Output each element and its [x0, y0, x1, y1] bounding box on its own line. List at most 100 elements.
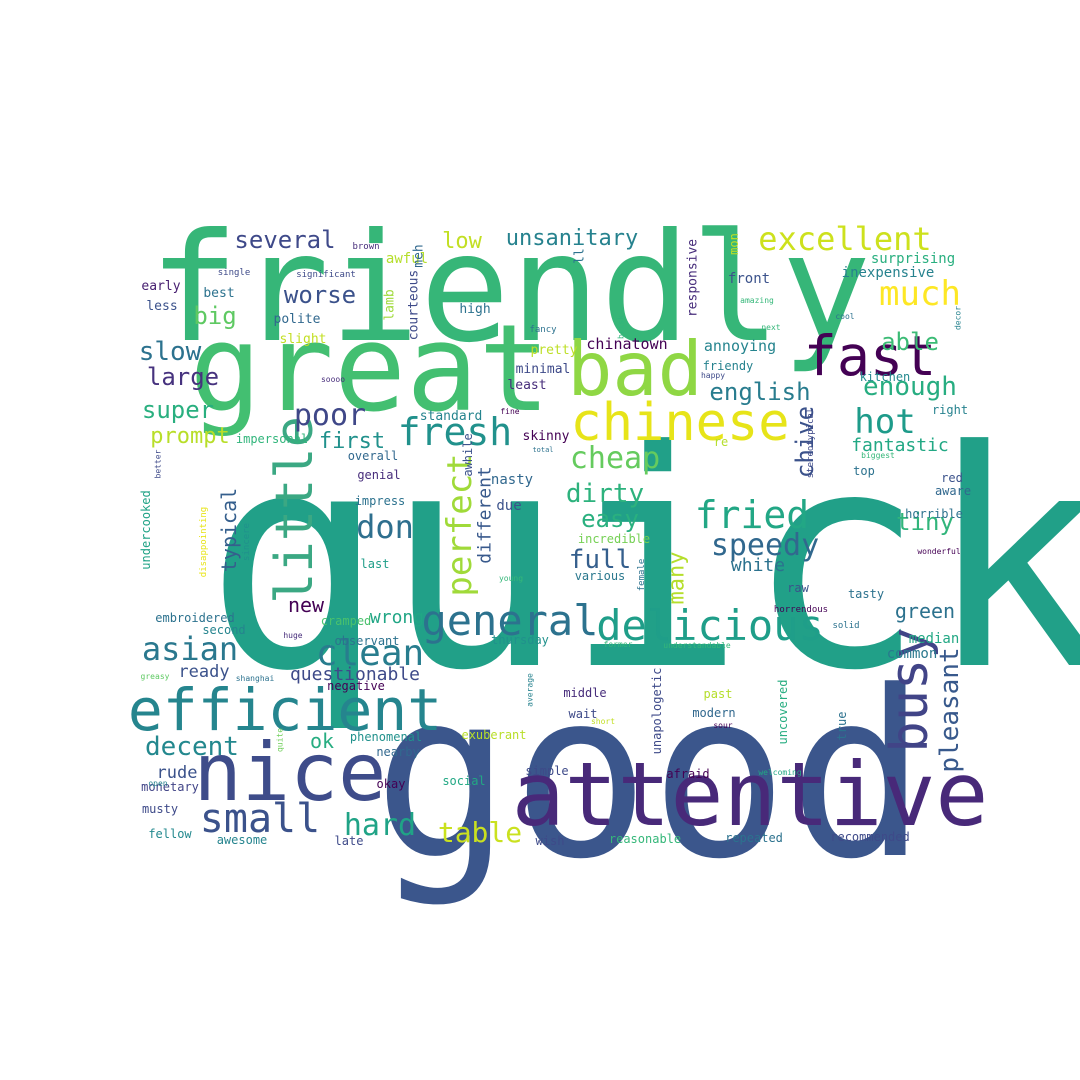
cloud-word-several: several — [234, 226, 335, 254]
cloud-word-cheap: cheap — [570, 441, 660, 476]
cloud-word-afraid: afraid — [666, 767, 709, 781]
cloud-word-uncovered: uncovered — [776, 679, 790, 744]
cloud-word-thursday: thursday — [491, 633, 549, 647]
cloud-word-negative: negative — [327, 679, 385, 693]
cloud-word-happy: happy — [701, 371, 725, 380]
cloud-word-decor: decor — [954, 306, 963, 330]
cloud-word-observant: observant — [334, 634, 399, 648]
cloud-word-brisk: brisk — [617, 315, 626, 339]
cloud-word-don: don — [356, 508, 414, 546]
cloud-word-efficient: efficient — [128, 676, 442, 744]
cloud-word-simple: simple — [525, 764, 568, 778]
cloud-word-responsive: responsive — [686, 239, 701, 317]
cloud-word-impersonal: impersonal — [236, 432, 308, 446]
cloud-word-skinny: skinny — [523, 429, 570, 444]
cloud-word-rude: rude — [157, 763, 198, 783]
cloud-word-ready: ready — [178, 662, 229, 682]
cloud-word-minimal: minimal — [516, 362, 571, 377]
cloud-word-overall: overall — [348, 449, 399, 463]
cloud-word-poor: poor — [294, 398, 366, 433]
cloud-word-awhile: awhile — [461, 433, 475, 476]
cloud-word-friendy: friendy — [703, 359, 754, 373]
cloud-word-last: last — [361, 557, 390, 571]
cloud-word-biggest: biggest — [861, 451, 895, 460]
cloud-word-significant: significant — [296, 270, 356, 280]
cloud-word-nice: nice — [194, 726, 387, 819]
cloud-word-early: early — [141, 279, 180, 294]
cloud-word-welcoming: welcoming — [758, 768, 802, 777]
cloud-word-wish: wish — [536, 834, 565, 848]
cloud-word-true: true — [835, 712, 849, 741]
cloud-word-kitchen: kitchen — [860, 370, 911, 384]
cloud-word-general: general — [421, 596, 598, 645]
cloud-word-solid: solid — [832, 621, 859, 631]
cloud-word-fantastic: fantastic — [851, 435, 949, 456]
cloud-word-recommended: recommended — [830, 830, 909, 844]
cloud-word-white: white — [731, 555, 785, 576]
cloud-word-courteous: courteous — [407, 270, 422, 340]
cloud-word-high: high — [459, 302, 490, 317]
cloud-word-friendly: friendly — [149, 202, 871, 376]
cloud-word-wrong: wrong — [370, 607, 424, 628]
cloud-word-quick: quick — [203, 387, 1080, 736]
cloud-word-hard: hard — [344, 808, 416, 843]
cloud-word-incredible: incredible — [578, 532, 650, 546]
cloud-word-standard: standard — [420, 409, 483, 424]
cloud-word-wonderful: wonderful — [917, 547, 961, 556]
cloud-word-social: social — [442, 774, 485, 788]
cloud-word-meh: meh — [412, 244, 427, 267]
cloud-word-large: large — [147, 363, 219, 391]
cloud-word-quite: quite — [276, 728, 285, 752]
cloud-word-asian: asian — [142, 630, 238, 668]
cloud-word-past: past — [704, 687, 733, 701]
cloud-word-median: median — [909, 631, 960, 647]
cloud-word-nasty: nasty — [491, 472, 533, 488]
cloud-word-different: different — [475, 466, 496, 564]
cloud-word-little: little — [265, 416, 325, 604]
cloud-word-questionable: questionable — [290, 664, 420, 685]
cloud-word-tiny: tiny — [896, 508, 954, 536]
cloud-word-undercooked: undercooked — [139, 490, 153, 569]
cloud-word-sincere: sincere — [242, 523, 252, 561]
cloud-word-ok: ok — [310, 729, 334, 753]
cloud-word-open: open — [148, 779, 167, 788]
cloud-word-single: single — [218, 268, 251, 278]
cloud-word-cramped: cramped — [321, 614, 372, 628]
cloud-word-right: right — [932, 403, 968, 417]
cloud-word-top: top — [853, 464, 875, 478]
cloud-word-musty: musty — [142, 802, 178, 816]
cloud-word-big: big — [193, 302, 236, 330]
cloud-word-small: small — [200, 796, 320, 842]
cloud-word-decent: decent — [145, 732, 239, 762]
cloud-word-english: english — [709, 378, 810, 406]
cloud-word-horrendous: horrendous — [774, 605, 828, 615]
cloud-word-reasonable: reasonable — [609, 832, 681, 846]
cloud-word-fried: fried — [695, 493, 809, 537]
cloud-word-clean: clean — [316, 633, 424, 674]
cloud-word-nearby: nearby — [376, 745, 419, 759]
cloud-word-fast: fast — [804, 324, 936, 388]
cloud-word-fellow: fellow — [148, 827, 192, 841]
cloud-word-good: good — [373, 643, 927, 910]
cloud-word-tasty: tasty — [848, 587, 884, 601]
cloud-word-due: due — [496, 498, 521, 514]
cloud-word-disappointing: disappointing — [199, 507, 209, 577]
cloud-word-excellent: excellent — [758, 220, 931, 258]
cloud-word-amazing: amazing — [740, 296, 774, 305]
cloud-word-understandable: understandable — [663, 641, 731, 650]
cloud-word-phenomenal: phenomenal — [350, 730, 422, 744]
cloud-word-modern: modern — [692, 706, 735, 720]
cloud-word-chinese: chinese — [570, 393, 789, 453]
cloud-word-hot: hot — [854, 402, 915, 442]
cloud-word-front: front — [728, 271, 770, 287]
cloud-word-late: late — [335, 834, 364, 848]
cloud-word-surprising: surprising — [871, 251, 955, 267]
cloud-word-full: full — [569, 545, 632, 575]
cloud-word-pleasant: pleasant — [935, 647, 965, 772]
cloud-word-dirty: dirty — [566, 479, 644, 509]
cloud-word-former: former — [604, 640, 633, 649]
cloud-word-great: great — [189, 300, 550, 439]
cloud-word-okay: okay — [377, 777, 406, 791]
cloud-word-impress: impress — [355, 494, 406, 508]
